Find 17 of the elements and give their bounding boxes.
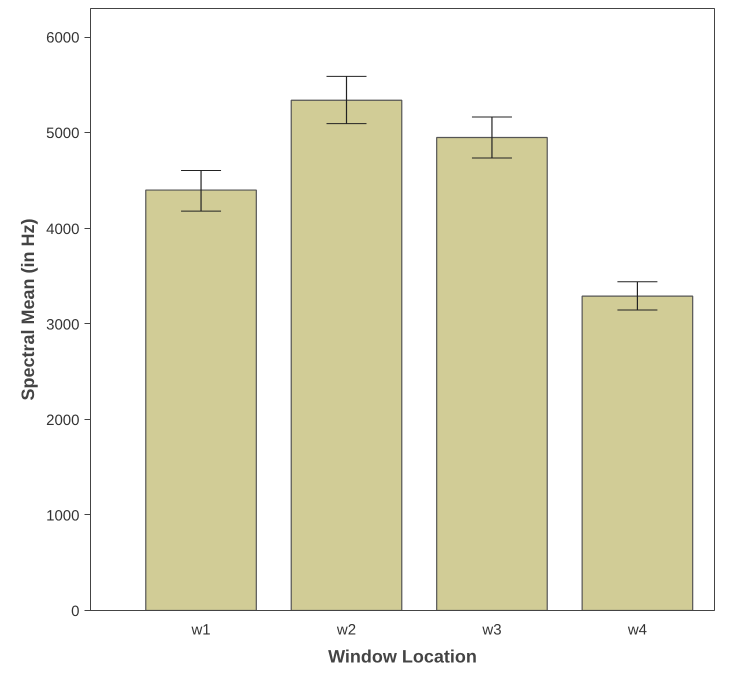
- x-tick-label: w1: [190, 622, 211, 638]
- bar: [582, 296, 694, 610]
- x-axis-title: Window Location: [328, 646, 477, 666]
- y-axis-title: Spectral Mean (in Hz): [18, 218, 38, 401]
- y-tick-label: 0: [71, 603, 80, 620]
- y-tick-label: 2000: [46, 412, 80, 429]
- bar: [436, 136, 548, 610]
- x-tick-label: w2: [336, 622, 356, 638]
- x-tick-label: w3: [481, 622, 502, 638]
- y-tick-label: 6000: [46, 30, 80, 47]
- y-tick-label: 3000: [46, 316, 80, 334]
- y-tick-label: 1000: [46, 507, 80, 524]
- y-tick-label: 4000: [46, 220, 80, 238]
- bar: [145, 189, 257, 610]
- bar: [290, 100, 402, 610]
- x-tick-label: w4: [626, 622, 648, 638]
- y-tick-label: 5000: [46, 125, 80, 142]
